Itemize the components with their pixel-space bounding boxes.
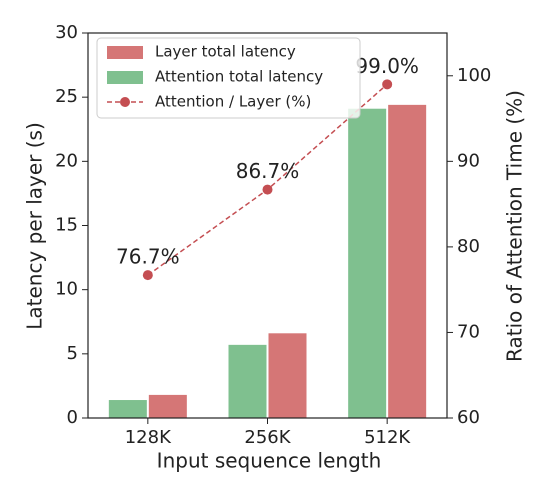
legend-label: Layer total latency (155, 43, 296, 61)
y2-tick-label: 90 (457, 150, 480, 171)
y2-tick-label: 100 (457, 65, 491, 86)
y2-tick-label: 80 (457, 236, 480, 257)
x-tick-label: 128K (125, 427, 172, 448)
legend-swatch (107, 71, 143, 84)
y2-tick-label: 60 (457, 407, 480, 428)
bar (148, 394, 187, 418)
legend-swatch (107, 46, 143, 59)
x-tick-label: 512K (364, 427, 411, 448)
legend-label: Attention / Layer (%) (155, 93, 311, 111)
y-tick-label: 20 (55, 150, 78, 171)
y-tick-label: 5 (67, 343, 78, 364)
line-point (142, 270, 153, 281)
bar (348, 108, 387, 418)
y-tick-label: 10 (55, 279, 78, 300)
line-point (382, 79, 393, 90)
bar (108, 400, 147, 418)
y2-tick-label: 70 (457, 321, 480, 342)
y-tick-label: 0 (67, 407, 78, 428)
y-tick-label: 30 (55, 22, 78, 43)
y-tick-label: 15 (55, 215, 78, 236)
bar (388, 104, 427, 418)
bar (268, 333, 307, 418)
value-label: 86.7% (236, 159, 300, 183)
x-tick-label: 256K (244, 427, 291, 448)
x-axis-label: Input sequence length (157, 449, 382, 473)
value-label: 76.7% (116, 245, 180, 269)
line-point (262, 184, 273, 195)
legend-label: Attention total latency (155, 68, 323, 86)
y-axis-label: Latency per layer (s) (23, 122, 47, 330)
bar (228, 344, 267, 418)
legend-box (96, 37, 361, 119)
y2-axis-label: Ratio of Attention Time (%) (503, 90, 527, 362)
value-label: 99.0% (355, 54, 419, 78)
legend-marker (120, 97, 130, 107)
y-tick-label: 25 (55, 86, 78, 107)
